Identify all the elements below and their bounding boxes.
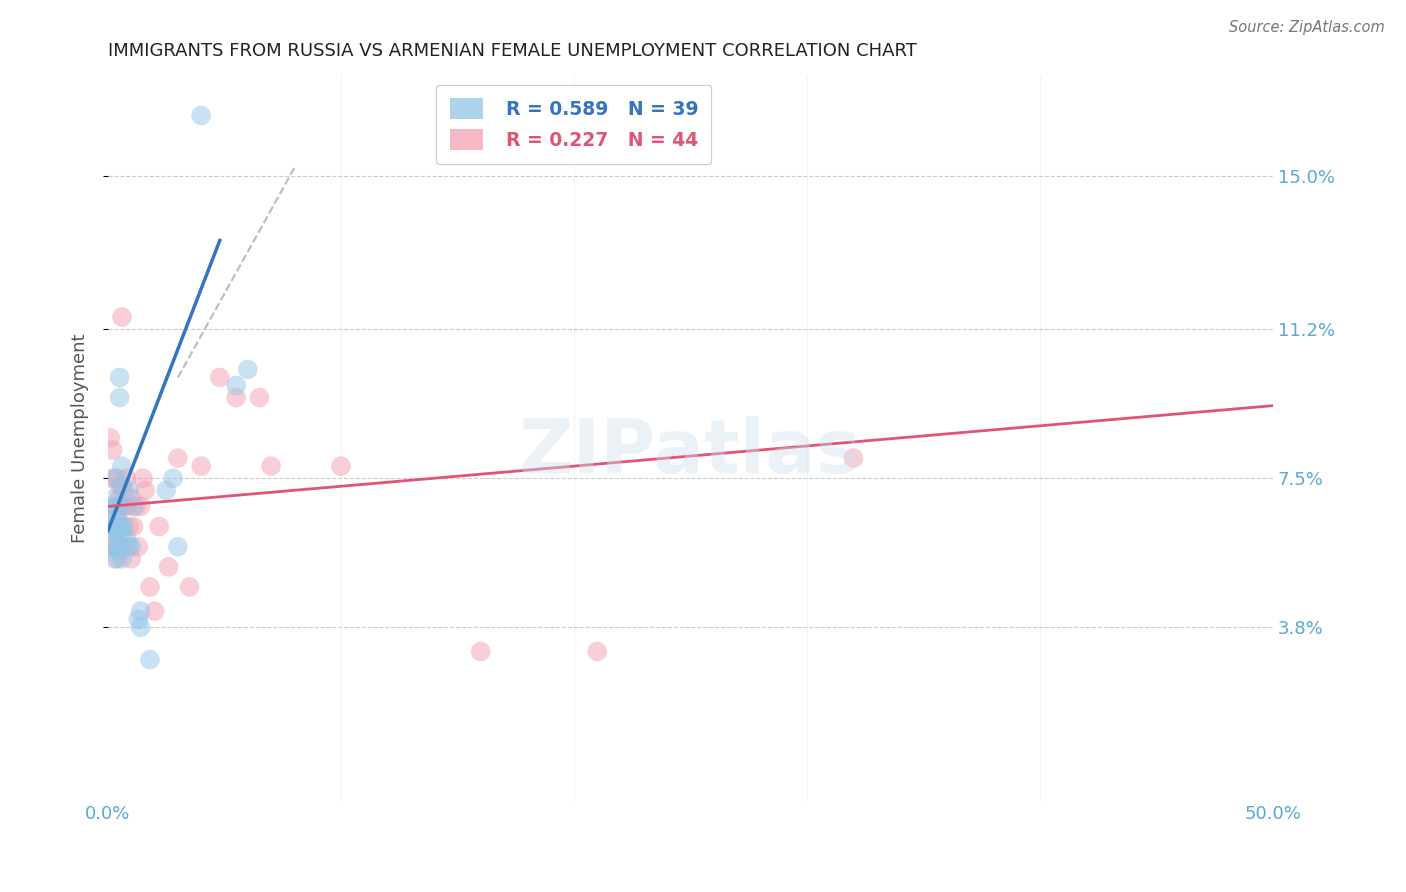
Point — [101, 540, 124, 554]
Point — [98, 431, 121, 445]
Point — [249, 391, 271, 405]
Point — [190, 459, 212, 474]
Point — [104, 471, 127, 485]
Point — [132, 471, 155, 485]
Y-axis label: Female Unemployment: Female Unemployment — [72, 333, 89, 542]
Text: Source: ZipAtlas.com: Source: ZipAtlas.com — [1229, 20, 1385, 35]
Point — [112, 483, 135, 498]
Point — [112, 500, 135, 514]
Point — [125, 500, 148, 514]
Point — [105, 543, 128, 558]
Point — [208, 370, 231, 384]
Point — [105, 519, 128, 533]
Point — [118, 540, 141, 554]
Point — [101, 471, 124, 485]
Point — [586, 644, 609, 658]
Legend:   R = 0.589   N = 39,   R = 0.227   N = 44: R = 0.589 N = 39, R = 0.227 N = 44 — [436, 85, 711, 163]
Point — [104, 491, 127, 506]
Point — [129, 500, 152, 514]
Point — [143, 604, 166, 618]
Point — [157, 560, 180, 574]
Point — [139, 580, 162, 594]
Point — [118, 483, 141, 498]
Point — [225, 378, 247, 392]
Point — [108, 370, 131, 384]
Point — [101, 511, 124, 525]
Point — [115, 500, 138, 514]
Point — [127, 612, 149, 626]
Point — [105, 551, 128, 566]
Point — [148, 519, 170, 533]
Point — [98, 524, 121, 538]
Point — [101, 540, 124, 554]
Point — [108, 491, 131, 506]
Text: ZIPatlas: ZIPatlas — [519, 416, 862, 489]
Point — [105, 524, 128, 538]
Point — [111, 479, 134, 493]
Point — [111, 519, 134, 533]
Point — [111, 540, 134, 554]
Point — [105, 471, 128, 485]
Point — [101, 442, 124, 457]
Point — [115, 532, 138, 546]
Point — [120, 491, 142, 506]
Point — [105, 500, 128, 514]
Point — [111, 551, 134, 566]
Point — [108, 540, 131, 554]
Point — [127, 540, 149, 554]
Point — [104, 500, 127, 514]
Point — [139, 652, 162, 666]
Point — [842, 451, 865, 466]
Point — [104, 519, 127, 533]
Point — [122, 500, 145, 514]
Point — [101, 500, 124, 514]
Point — [105, 511, 128, 525]
Point — [120, 540, 142, 554]
Point — [167, 540, 190, 554]
Point — [111, 459, 134, 474]
Point — [104, 532, 127, 546]
Point — [236, 362, 259, 376]
Point — [190, 108, 212, 122]
Point — [470, 644, 492, 658]
Point — [108, 519, 131, 533]
Point — [112, 519, 135, 533]
Point — [104, 540, 127, 554]
Point — [134, 483, 156, 498]
Point — [120, 551, 142, 566]
Point — [155, 483, 177, 498]
Point — [129, 604, 152, 618]
Point — [225, 391, 247, 405]
Point — [105, 511, 128, 525]
Point — [122, 519, 145, 533]
Point — [129, 620, 152, 634]
Point — [179, 580, 201, 594]
Point — [108, 500, 131, 514]
Point — [108, 391, 131, 405]
Point — [162, 471, 184, 485]
Point — [111, 310, 134, 324]
Point — [260, 459, 283, 474]
Point — [118, 519, 141, 533]
Point — [104, 519, 127, 533]
Point — [329, 459, 352, 474]
Point — [108, 532, 131, 546]
Point — [104, 551, 127, 566]
Text: IMMIGRANTS FROM RUSSIA VS ARMENIAN FEMALE UNEMPLOYMENT CORRELATION CHART: IMMIGRANTS FROM RUSSIA VS ARMENIAN FEMAL… — [108, 42, 917, 60]
Point — [111, 500, 134, 514]
Point — [115, 471, 138, 485]
Point — [167, 451, 190, 466]
Point — [108, 479, 131, 493]
